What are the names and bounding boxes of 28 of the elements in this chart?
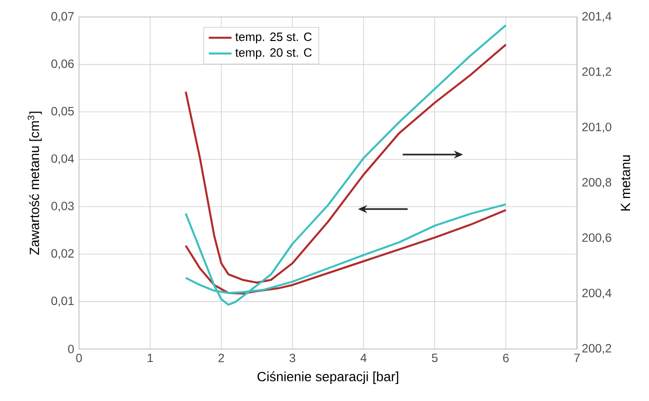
y2-axis-title: K metanu <box>620 155 630 210</box>
y2-tick-label: 200,8 <box>582 178 612 188</box>
y2-tick-label: 200,4 <box>582 288 612 299</box>
y-tick-label: 0 <box>68 344 74 354</box>
y2-tick-label: 201,2 <box>582 67 612 78</box>
x-tick-label: 7 <box>574 354 580 362</box>
x-tick-label: 1 <box>148 354 153 362</box>
x-tick-label: 4 <box>360 354 367 362</box>
y-tick-label: 0,07 <box>51 12 74 22</box>
x-tick-label: 3 <box>290 354 296 362</box>
y-tick-label: 0,05 <box>51 106 74 117</box>
y2-tick-label: 201,4 <box>582 12 612 22</box>
x-tick-label: 5 <box>432 354 438 362</box>
y-axis-title: Zawartość metanu [cm$^{3}$] <box>28 112 42 255</box>
y-tick-label: 0,01 <box>51 296 74 307</box>
y-tick-label: 0,06 <box>51 59 74 70</box>
legend-label: temp. 20 st. C <box>235 48 312 60</box>
y2-tick-label: 200,6 <box>582 233 612 244</box>
y2-tick-label: 200,2 <box>582 344 612 354</box>
y-tick-label: 0,03 <box>51 202 74 212</box>
y2-tick-label: 201,0 <box>582 122 612 133</box>
x-tick-label: 2 <box>218 354 224 362</box>
x-tick-label: 0 <box>76 354 82 362</box>
legend-label: temp. 25 st. C <box>235 32 312 44</box>
x-axis-title: Ciśnienie separacji [bar] <box>258 371 398 384</box>
y-tick-label: 0,04 <box>51 154 74 164</box>
y-tick-label: 0,02 <box>51 249 74 260</box>
x-tick-label: 6 <box>503 354 509 362</box>
